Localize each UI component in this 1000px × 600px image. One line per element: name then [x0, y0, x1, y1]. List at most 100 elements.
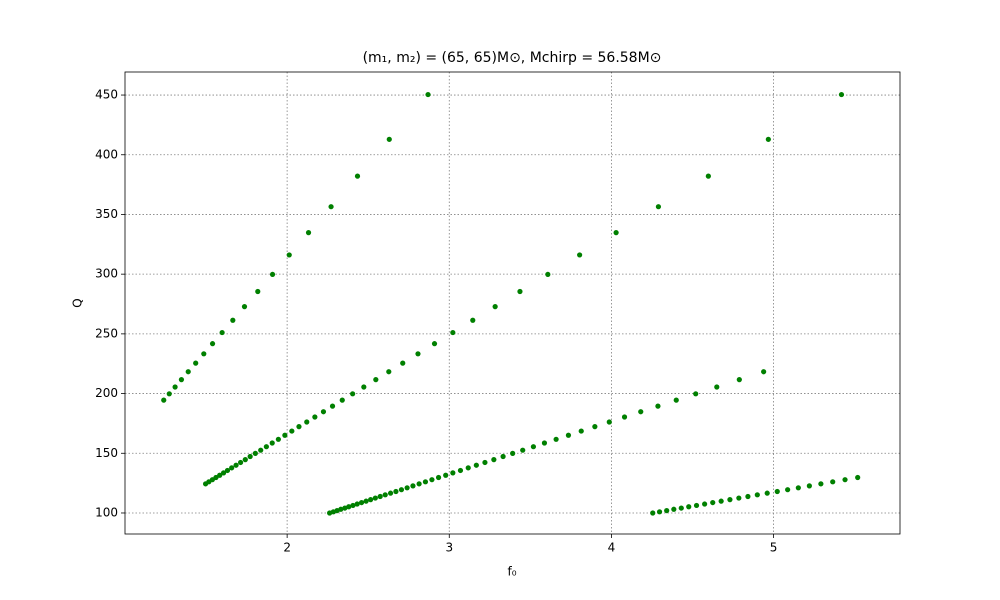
point: [382, 492, 388, 498]
point: [761, 369, 767, 375]
point: [710, 499, 716, 506]
y-axis-label: Q: [71, 298, 85, 307]
point: [656, 509, 663, 515]
point: [577, 252, 583, 258]
point: [361, 384, 367, 390]
point: [404, 485, 410, 491]
point: [435, 474, 442, 481]
point: [269, 440, 275, 446]
y-tick-label: 200: [95, 386, 118, 400]
point: [346, 504, 352, 510]
point: [736, 377, 742, 383]
point: [400, 360, 406, 366]
x-tick-label: 4: [608, 541, 616, 555]
point: [422, 479, 429, 485]
point: [363, 498, 369, 504]
point: [328, 204, 334, 210]
point: [286, 252, 292, 258]
point: [269, 271, 276, 278]
point: [242, 457, 248, 463]
point: [830, 479, 836, 485]
point: [233, 462, 239, 468]
point: [613, 230, 619, 236]
point: [443, 472, 449, 478]
point: [368, 497, 374, 503]
point: [686, 504, 692, 510]
point: [638, 409, 644, 415]
point: [785, 487, 791, 493]
point: [678, 505, 684, 511]
point: [338, 506, 344, 512]
point: [492, 304, 498, 310]
point: [393, 488, 399, 495]
point: [373, 377, 379, 383]
point: [838, 91, 845, 98]
point: [425, 91, 431, 98]
y-tick-label: 450: [95, 88, 118, 102]
point: [795, 485, 801, 491]
point: [304, 419, 310, 425]
point: [517, 288, 523, 295]
point: [736, 495, 742, 501]
point: [818, 481, 824, 487]
point: [578, 428, 584, 434]
point: [693, 502, 700, 509]
point: [230, 317, 236, 323]
point: [482, 459, 488, 466]
point: [764, 490, 770, 496]
point: [806, 483, 812, 489]
point: [774, 488, 780, 495]
point: [247, 453, 253, 460]
point: [220, 470, 227, 476]
point: [714, 384, 720, 390]
point: [354, 173, 361, 179]
point: [842, 477, 848, 483]
point: [671, 506, 677, 512]
point: [387, 490, 394, 496]
point: [178, 377, 185, 383]
point: [263, 444, 269, 450]
point: [305, 230, 312, 236]
point: [416, 481, 422, 487]
point: [664, 507, 670, 514]
point: [765, 136, 771, 142]
point: [275, 436, 281, 442]
point: [166, 391, 172, 397]
point: [213, 474, 219, 481]
point: [193, 360, 199, 366]
y-tick-label: 400: [95, 147, 118, 161]
point: [329, 403, 336, 409]
point: [358, 499, 365, 506]
point: [545, 271, 551, 278]
point: [377, 493, 383, 500]
point: [296, 424, 302, 430]
point: [450, 470, 456, 476]
point: [520, 447, 526, 453]
point: [282, 432, 288, 438]
point: [431, 341, 438, 347]
x-tick-label: 3: [445, 541, 453, 555]
point: [457, 467, 464, 474]
point: [510, 450, 516, 456]
point: [530, 444, 537, 450]
point: [219, 329, 225, 336]
point: [553, 436, 559, 442]
point: [172, 384, 178, 390]
point: [185, 369, 191, 375]
point: [855, 474, 861, 481]
point: [386, 136, 392, 142]
point: [565, 432, 572, 438]
point: [224, 467, 231, 474]
point: [429, 477, 435, 483]
point: [350, 502, 356, 509]
chart-title: (m₁, m₂) = (65, 65)M⊙, Mchirp = 56.58M⊙: [363, 50, 662, 66]
point: [339, 397, 345, 403]
point: [372, 495, 378, 501]
point: [673, 397, 679, 403]
point: [473, 462, 479, 468]
point: [491, 457, 497, 463]
point: [655, 403, 661, 409]
point: [252, 450, 258, 456]
point: [201, 351, 207, 357]
